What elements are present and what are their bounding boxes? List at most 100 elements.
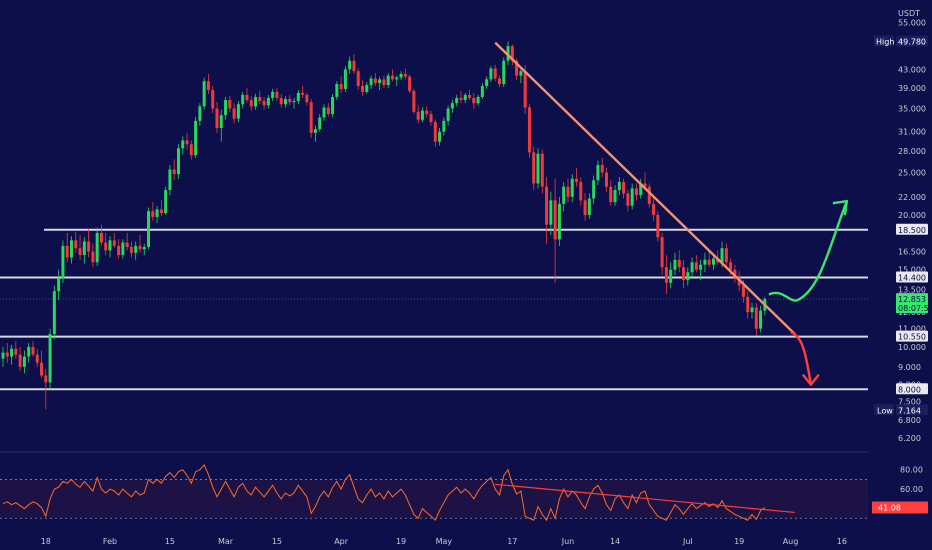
candle-body	[682, 267, 686, 281]
candle-body	[750, 307, 754, 313]
candle-body	[176, 148, 180, 175]
candle-body	[181, 140, 185, 149]
candle-body	[699, 264, 703, 270]
candle-body	[703, 259, 707, 265]
candle-body	[557, 203, 561, 240]
candle-body	[22, 356, 26, 367]
rsi-tick-label: 60.00	[900, 485, 923, 494]
candle-body	[450, 103, 454, 109]
candle-body	[677, 259, 681, 268]
bearish-arrow-head	[801, 373, 820, 387]
candle-body	[172, 169, 176, 175]
candle-body	[142, 247, 146, 250]
candle-body	[74, 240, 78, 249]
candle-body	[211, 89, 215, 109]
rsi-value: 41.08	[878, 504, 901, 513]
candle-body	[159, 209, 163, 214]
candle-body	[147, 211, 151, 248]
price-tick-label: 6.800	[898, 416, 921, 425]
level-tag-bg	[896, 383, 928, 395]
candle-body	[412, 90, 416, 112]
candle-body	[759, 310, 763, 329]
price-tick-label: 7.500	[898, 398, 921, 407]
candle-body	[202, 81, 206, 107]
low-tag-bg	[896, 404, 928, 416]
candle-body	[549, 200, 553, 225]
candle-body	[733, 269, 737, 278]
candle-body	[99, 232, 103, 243]
candle-body	[399, 73, 403, 78]
candle-body	[369, 78, 373, 86]
candle-body	[643, 183, 647, 187]
candle-body	[69, 240, 73, 258]
candle-body	[266, 97, 270, 106]
candle-body	[44, 375, 48, 383]
candle-body	[254, 96, 258, 107]
low-tag: 7.164	[898, 406, 921, 415]
candle-countdown: 08:07:52	[898, 304, 932, 313]
candle-body	[65, 245, 69, 258]
candle-body	[151, 211, 155, 217]
candle-body	[506, 46, 510, 61]
candle-body	[630, 188, 634, 206]
candle-body	[729, 262, 733, 270]
candle-body	[352, 60, 356, 72]
candle-body	[433, 122, 437, 142]
candle-body	[271, 91, 275, 98]
candle-body	[754, 307, 758, 329]
candle-body	[416, 111, 420, 120]
price-tick-label: 28.000	[898, 147, 926, 156]
candle-body	[497, 78, 501, 85]
candle-body	[429, 114, 433, 123]
candle-body	[673, 259, 677, 270]
candle-body	[275, 91, 279, 98]
price-tick-label: 55.000	[898, 19, 926, 28]
candle-body	[613, 190, 617, 203]
candle-body	[318, 117, 322, 130]
candle-body	[468, 94, 472, 98]
candle-body	[583, 200, 587, 215]
candle-body	[35, 354, 39, 363]
current-price-tag-bg	[896, 293, 928, 314]
candle-body	[305, 94, 309, 103]
candle-body	[455, 97, 459, 104]
candle-body	[527, 107, 531, 153]
level-tag: 10.550	[898, 333, 926, 342]
candle-body	[279, 97, 283, 105]
candle-body	[198, 106, 202, 121]
candle-body	[408, 76, 412, 91]
candle-body	[459, 97, 463, 101]
time-tick-label: 18	[41, 537, 51, 546]
time-tick-label: 15	[272, 537, 282, 546]
candle-body	[425, 110, 429, 115]
candle-body	[48, 333, 52, 383]
candle-body	[442, 120, 446, 132]
candle-body	[587, 198, 591, 215]
candle-body	[570, 178, 574, 197]
candle-body	[108, 240, 112, 251]
candle-body	[185, 140, 189, 145]
bullish-projection-arrow	[768, 200, 848, 302]
high-tag: 49.780	[898, 38, 926, 47]
candle-body	[112, 240, 116, 246]
candle-body	[711, 258, 715, 265]
candle-body	[523, 71, 527, 108]
candle-body	[622, 181, 626, 194]
rsi-pane[interactable]: 80.00 60.00 41.08	[0, 463, 928, 522]
price-tick-label: 20.000	[898, 211, 926, 220]
candle-body	[403, 73, 407, 77]
candle-body	[373, 78, 377, 84]
descending-trendline[interactable]	[494, 41, 796, 335]
candle-body	[446, 108, 450, 121]
price-tick-label: 25.000	[898, 169, 926, 178]
candle-body	[656, 214, 660, 238]
candle-body	[296, 92, 300, 102]
candle-body	[125, 242, 129, 248]
candle-body	[480, 86, 484, 97]
candle-body	[493, 68, 497, 79]
candle-body	[57, 278, 61, 292]
candle-body	[91, 251, 95, 263]
candle-body	[249, 100, 253, 107]
candle-body	[313, 129, 317, 133]
